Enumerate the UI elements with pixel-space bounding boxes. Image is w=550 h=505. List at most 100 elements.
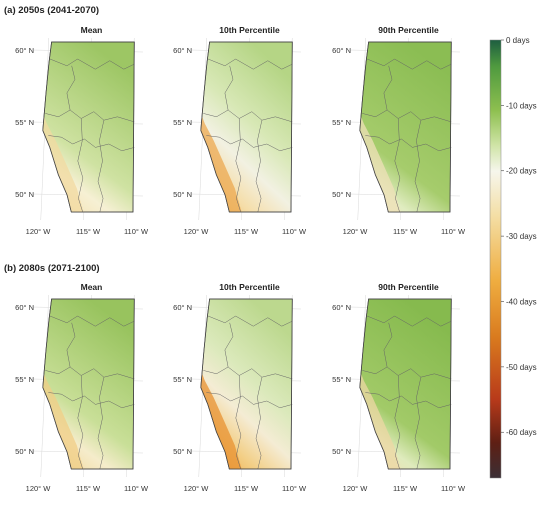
lat-tick-label: 55° N [332,118,351,127]
region-boundary [203,109,293,123]
lat-tick-label: 60° N [173,46,192,55]
province-outline [200,298,293,470]
region-boundary [48,135,135,152]
lat-tick-label: 55° N [332,375,351,384]
region-boundary [48,392,135,409]
lon-tick-label: 110° W [282,227,307,236]
lat-tick-label: 60° N [15,303,34,312]
mountain-zone [200,116,242,212]
region-boundary [255,377,263,470]
mountain-zone [42,373,84,469]
map-panel-p90_50: 90th Percentile 60° N 55° N 50° N 120° W 115°… [332,25,466,236]
region-boundary [208,315,293,327]
region-boundary [235,375,242,470]
province-outline [42,298,135,470]
panel-title: 90th Percentile [378,25,439,35]
region-boundary [394,375,401,470]
region-boundary [383,322,393,368]
region-boundary [414,377,422,470]
lon-tick-label: 115° W [393,227,418,236]
lat-tick-label: 55° N [173,118,192,127]
lon-tick-label: 120° W [26,227,52,236]
colorbar-tick-label: -10 days [506,101,537,110]
lon-tick-label: 115° W [76,227,101,236]
region-boundary [362,109,452,123]
colorbar-tick-label: -40 days [506,297,537,306]
lat-tick-label: 60° N [332,46,351,55]
region-boundary [255,120,263,213]
colorbar-tick-label: -50 days [506,363,537,372]
lon-tick-label: 120° W [184,227,210,236]
lat-tick-label: 55° N [173,375,192,384]
region-boundary [224,322,234,368]
lon-tick-label: 115° W [234,484,259,493]
lat-tick-label: 60° N [15,46,34,55]
region-boundary [235,118,242,213]
mountain-zone [200,373,242,469]
lat-tick-label: 50° N [173,190,192,199]
lat-tick-label: 50° N [332,447,351,456]
lat-tick-label: 50° N [15,447,34,456]
panel-title: Mean [81,25,103,35]
region-boundary [367,58,452,70]
region-boundary [383,65,393,111]
region-boundary [49,315,135,327]
lon-tick-label: 110° W [441,227,466,236]
colorbar-tick-label: -60 days [506,428,537,437]
region-boundary [45,366,135,380]
region-boundary [97,377,105,470]
region-boundary [66,322,76,368]
panel-title: 10th Percentile [219,282,280,292]
lon-tick-label: 115° W [76,484,101,493]
map-panel-mean50: Mean 60° N 55° N 50° N 120° W 115° W 110° W [15,25,149,236]
lon-tick-label: 110° W [282,484,307,493]
lon-tick-label: 115° W [393,484,418,493]
lon-tick-label: 120° W [343,227,369,236]
lon-tick-label: 120° W [184,484,210,493]
region-boundary [362,366,452,380]
mountain-zone [359,116,401,212]
lon-tick-label: 120° W [26,484,52,493]
map-panel-p90_80: 90th Percentile 60° N 55° N 50° N 120° W 115°… [332,282,466,493]
region-boundary [97,120,105,213]
region-boundary [206,392,293,409]
lat-tick-label: 50° N [15,190,34,199]
colorbar-tick-label: -30 days [506,232,537,241]
lon-tick-label: 120° W [343,484,369,493]
lat-tick-label: 60° N [332,303,351,312]
colorbar: 0 days -10 days -20 days -30 days -40 days -5… [489,36,537,479]
map-panel-mean80: Mean 60° N 55° N 50° N 120° W 115° W 110° W [15,282,149,493]
lat-tick-label: 60° N [173,303,192,312]
region-boundary [414,120,422,213]
map-panel-p10_80: 10th Percentile 60° N 55° N 50° N 120° W 115°… [173,282,307,493]
panel-title: Mean [81,282,103,292]
region-boundary [77,375,84,470]
region-boundary [45,109,135,123]
colorbar-tick-label: -20 days [506,167,537,176]
mountain-zone [42,116,84,212]
region-boundary [367,315,452,327]
region-boundary [394,118,401,213]
mountain-zone [359,373,401,469]
lon-tick-label: 110° W [124,227,149,236]
region-boundary [203,366,293,380]
lat-tick-label: 50° N [332,190,351,199]
section-title-b: (b) 2080s (2071-2100) [4,263,100,274]
lat-tick-label: 50° N [173,447,192,456]
region-boundary [206,135,293,152]
region-boundary [49,58,135,70]
lat-tick-label: 55° N [15,118,34,127]
region-boundary [66,65,76,111]
province-outline [42,41,135,213]
region-boundary [77,118,84,213]
panel-title: 90th Percentile [378,282,439,292]
region-boundary [208,58,293,70]
lon-tick-label: 110° W [124,484,149,493]
colorbar-tick-label: 0 days [506,36,530,45]
lat-tick-label: 55° N [15,375,34,384]
colorbar-gradient [489,39,502,479]
region-boundary [224,65,234,111]
province-outline [359,298,452,470]
